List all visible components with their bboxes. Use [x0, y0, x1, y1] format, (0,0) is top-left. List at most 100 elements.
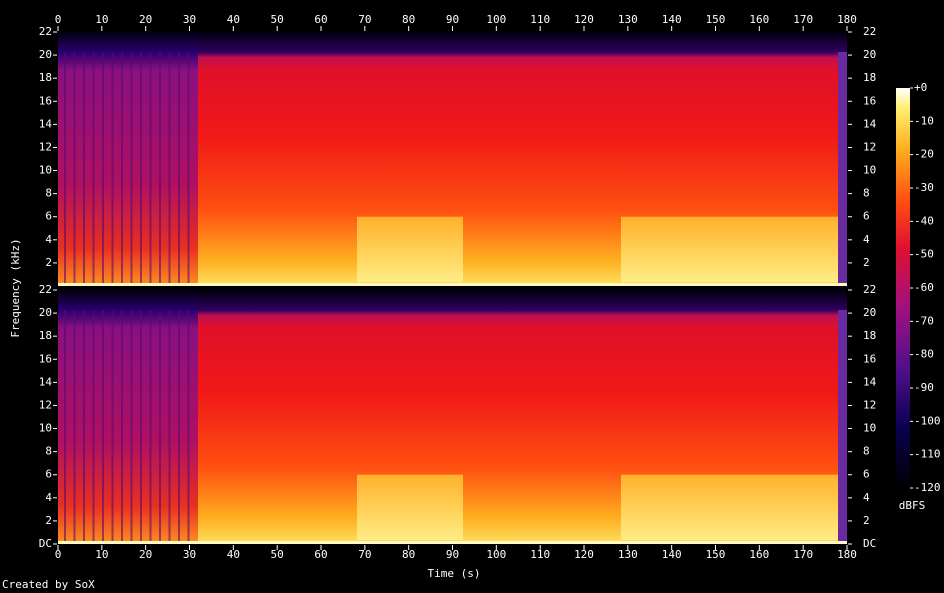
y-tick-label: 2 — [45, 514, 52, 527]
y-tick-label: 2 — [45, 256, 52, 269]
x-tick-label: 50 — [271, 13, 284, 26]
y-tick-label: 22 — [863, 25, 876, 38]
y-tick-label: 16 — [39, 94, 52, 107]
y-tick-label: 8 — [45, 445, 52, 458]
x-tick-label: 150 — [706, 13, 726, 26]
x-tick-label: 160 — [749, 548, 769, 561]
y-tick-label: 4 — [863, 491, 870, 504]
footer: Created by SoX — [2, 578, 95, 591]
x-tick-label: 90 — [446, 13, 459, 26]
x-tick-label: 0 — [55, 13, 62, 26]
y-tick-label: 20 — [863, 48, 876, 61]
spectrogram-outro — [838, 52, 847, 286]
y-tick-label: 16 — [863, 94, 876, 107]
y-tick-label: 4 — [45, 491, 52, 504]
x-tick-label: 140 — [662, 13, 682, 26]
spectrogram-stripe — [159, 52, 161, 286]
x-tick-label: 90 — [446, 548, 459, 561]
spectrogram-intro — [58, 32, 198, 286]
colorbar-tick-label: -90 — [914, 381, 934, 394]
y-tick-label: 18 — [39, 329, 52, 342]
y-tick-label: 16 — [39, 352, 52, 365]
colorbar-tick-label: +0 — [914, 81, 927, 94]
y-tick-label: 22 — [39, 283, 52, 296]
y-tick-label: 14 — [39, 375, 53, 388]
spectrogram-band — [621, 216, 838, 282]
spectrogram-stripe — [83, 52, 85, 286]
y-tick-label: 20 — [39, 48, 52, 61]
spectrogram-band — [357, 216, 463, 282]
x-tick-label: 170 — [793, 548, 813, 561]
y-tick-label: 16 — [863, 352, 876, 365]
spectrogram-stripe — [102, 52, 104, 286]
y-tick-label: 22 — [863, 283, 876, 296]
y-tick-label: 10 — [39, 164, 52, 177]
x-tick-label: 30 — [183, 13, 196, 26]
x-tick-label: 20 — [139, 13, 152, 26]
x-tick-label: 170 — [793, 13, 813, 26]
x-tick-label: 100 — [486, 548, 506, 561]
y-tick-label: 12 — [863, 140, 876, 153]
colorbar-tick-label: -110 — [914, 448, 941, 461]
spectrogram-stripe — [178, 310, 180, 544]
y-tick-label: 4 — [863, 233, 870, 246]
x-tick-label: 180 — [837, 13, 857, 26]
y-tick-label: 2 — [863, 514, 870, 527]
colorbar-tick-label: -60 — [914, 281, 934, 294]
spectrogram-stripe — [64, 310, 66, 544]
x-tick-label: 130 — [618, 13, 638, 26]
colorbar-tick-label: -100 — [914, 414, 941, 427]
spectrogram-stripe — [140, 310, 142, 544]
spectrogram-stripe — [111, 52, 114, 286]
y-tick-label: 6 — [45, 210, 52, 223]
colorbar-tick-label: -30 — [914, 181, 934, 194]
y-tick-label: 20 — [39, 306, 52, 319]
spectrogram-stripe — [168, 52, 171, 286]
y-tick-label: 12 — [39, 140, 52, 153]
y-tick-label: 14 — [39, 117, 53, 130]
y-tick-label: 10 — [863, 164, 876, 177]
x-tick-label: 20 — [139, 548, 152, 561]
y-tick-label: 6 — [45, 468, 52, 481]
x-tick-label: 180 — [837, 548, 857, 561]
y-tick-label: 20 — [863, 306, 876, 319]
y-tick-label: 8 — [863, 187, 870, 200]
x-tick-label: 10 — [95, 13, 108, 26]
colorbar-label: dBFS — [899, 499, 926, 512]
spectrogram-stripe — [102, 310, 104, 544]
y-tick-label: DC — [863, 537, 876, 550]
colorbar — [896, 88, 910, 488]
y-tick-label: 6 — [863, 468, 870, 481]
x-tick-label: 70 — [358, 13, 371, 26]
x-tick-label: 110 — [530, 13, 550, 26]
spectrogram-stripe — [130, 310, 133, 544]
y-tick-label: 10 — [863, 422, 876, 435]
y-tick-label: 22 — [39, 25, 52, 38]
x-tick-label: 130 — [618, 548, 638, 561]
x-tick-label: 120 — [574, 548, 594, 561]
x-tick-label: 80 — [402, 548, 415, 561]
x-tick-label: 60 — [314, 548, 327, 561]
y-tick-label: 14 — [863, 117, 877, 130]
y-tick-label: 6 — [863, 210, 870, 223]
y-tick-label: 18 — [863, 329, 876, 342]
spectrogram-band — [357, 474, 463, 540]
spectrogram-stripe — [121, 52, 123, 286]
x-tick-label: 10 — [95, 548, 108, 561]
x-tick-label: 40 — [227, 548, 240, 561]
y-tick-label: 10 — [39, 422, 52, 435]
colorbar-tick-label: -10 — [914, 114, 934, 127]
spectrogram-outro — [838, 310, 847, 544]
spectrogram-base — [58, 283, 847, 286]
spectrogram-stripe — [140, 52, 142, 286]
colorbar-tick-label: -120 — [914, 481, 941, 494]
colorbar-tick-label: -50 — [914, 248, 934, 261]
spectrogram-stripe — [187, 52, 190, 286]
spectrogram-stripe — [187, 310, 190, 544]
spectrogram-stripe — [130, 52, 133, 286]
spectrogram-stripe — [111, 310, 114, 544]
x-tick-label: 110 — [530, 548, 550, 561]
x-tick-label: 70 — [358, 548, 371, 561]
colorbar-tick-label: -40 — [914, 214, 934, 227]
